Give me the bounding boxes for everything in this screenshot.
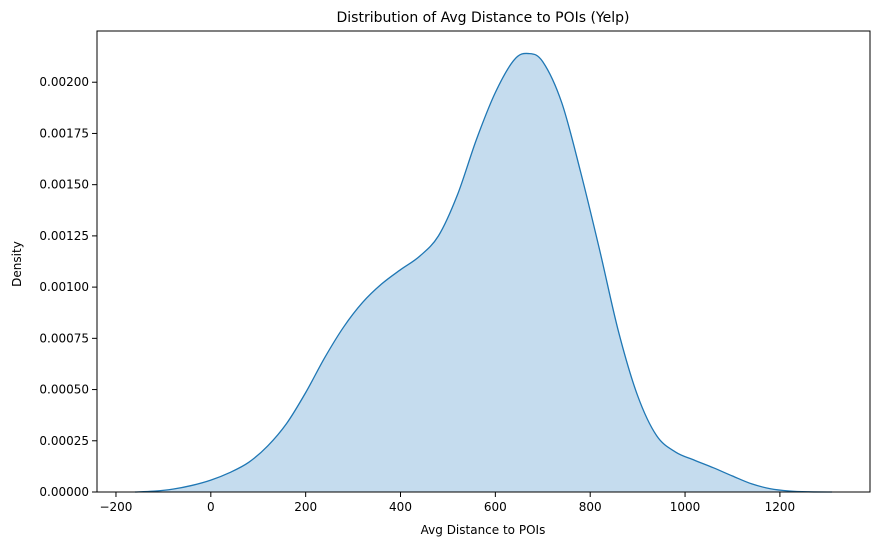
x-tick-label: 200	[294, 500, 317, 514]
density-curve-line	[134, 52, 833, 493]
y-axis-label: Density	[10, 241, 24, 287]
plot-area	[134, 52, 833, 493]
density-area-fill	[134, 53, 833, 492]
y-tick-label: 0.00000	[39, 485, 89, 499]
plot-frame	[96, 30, 871, 493]
chart-title: Distribution of Avg Distance to POIs (Ye…	[337, 10, 630, 26]
x-tick-label: 800	[579, 500, 602, 514]
x-axis-label: Avg Distance to POIs	[421, 523, 546, 537]
x-tick-label: 400	[389, 500, 412, 514]
x-tick-label: 1000	[670, 500, 701, 514]
x-tick-label: −200	[99, 500, 132, 514]
y-tick-label: 0.00125	[39, 229, 89, 243]
y-tick-label: 0.00075	[39, 331, 89, 345]
x-tick-label: 600	[484, 500, 507, 514]
y-tick-label: 0.00175	[39, 126, 89, 140]
y-tick-label: 0.00025	[39, 434, 89, 448]
x-tick-label: 1200	[765, 500, 796, 514]
y-tick-label: 0.00150	[39, 178, 89, 192]
y-tick-label: 0.00100	[39, 280, 89, 294]
y-tick-label: 0.00050	[39, 383, 89, 397]
axes: −200 0 200 400 600 800 1000 1200 0.00000 0.00025 0…	[39, 30, 871, 514]
x-tick-label: 0	[207, 500, 215, 514]
y-tick-label: 0.00200	[39, 75, 89, 89]
